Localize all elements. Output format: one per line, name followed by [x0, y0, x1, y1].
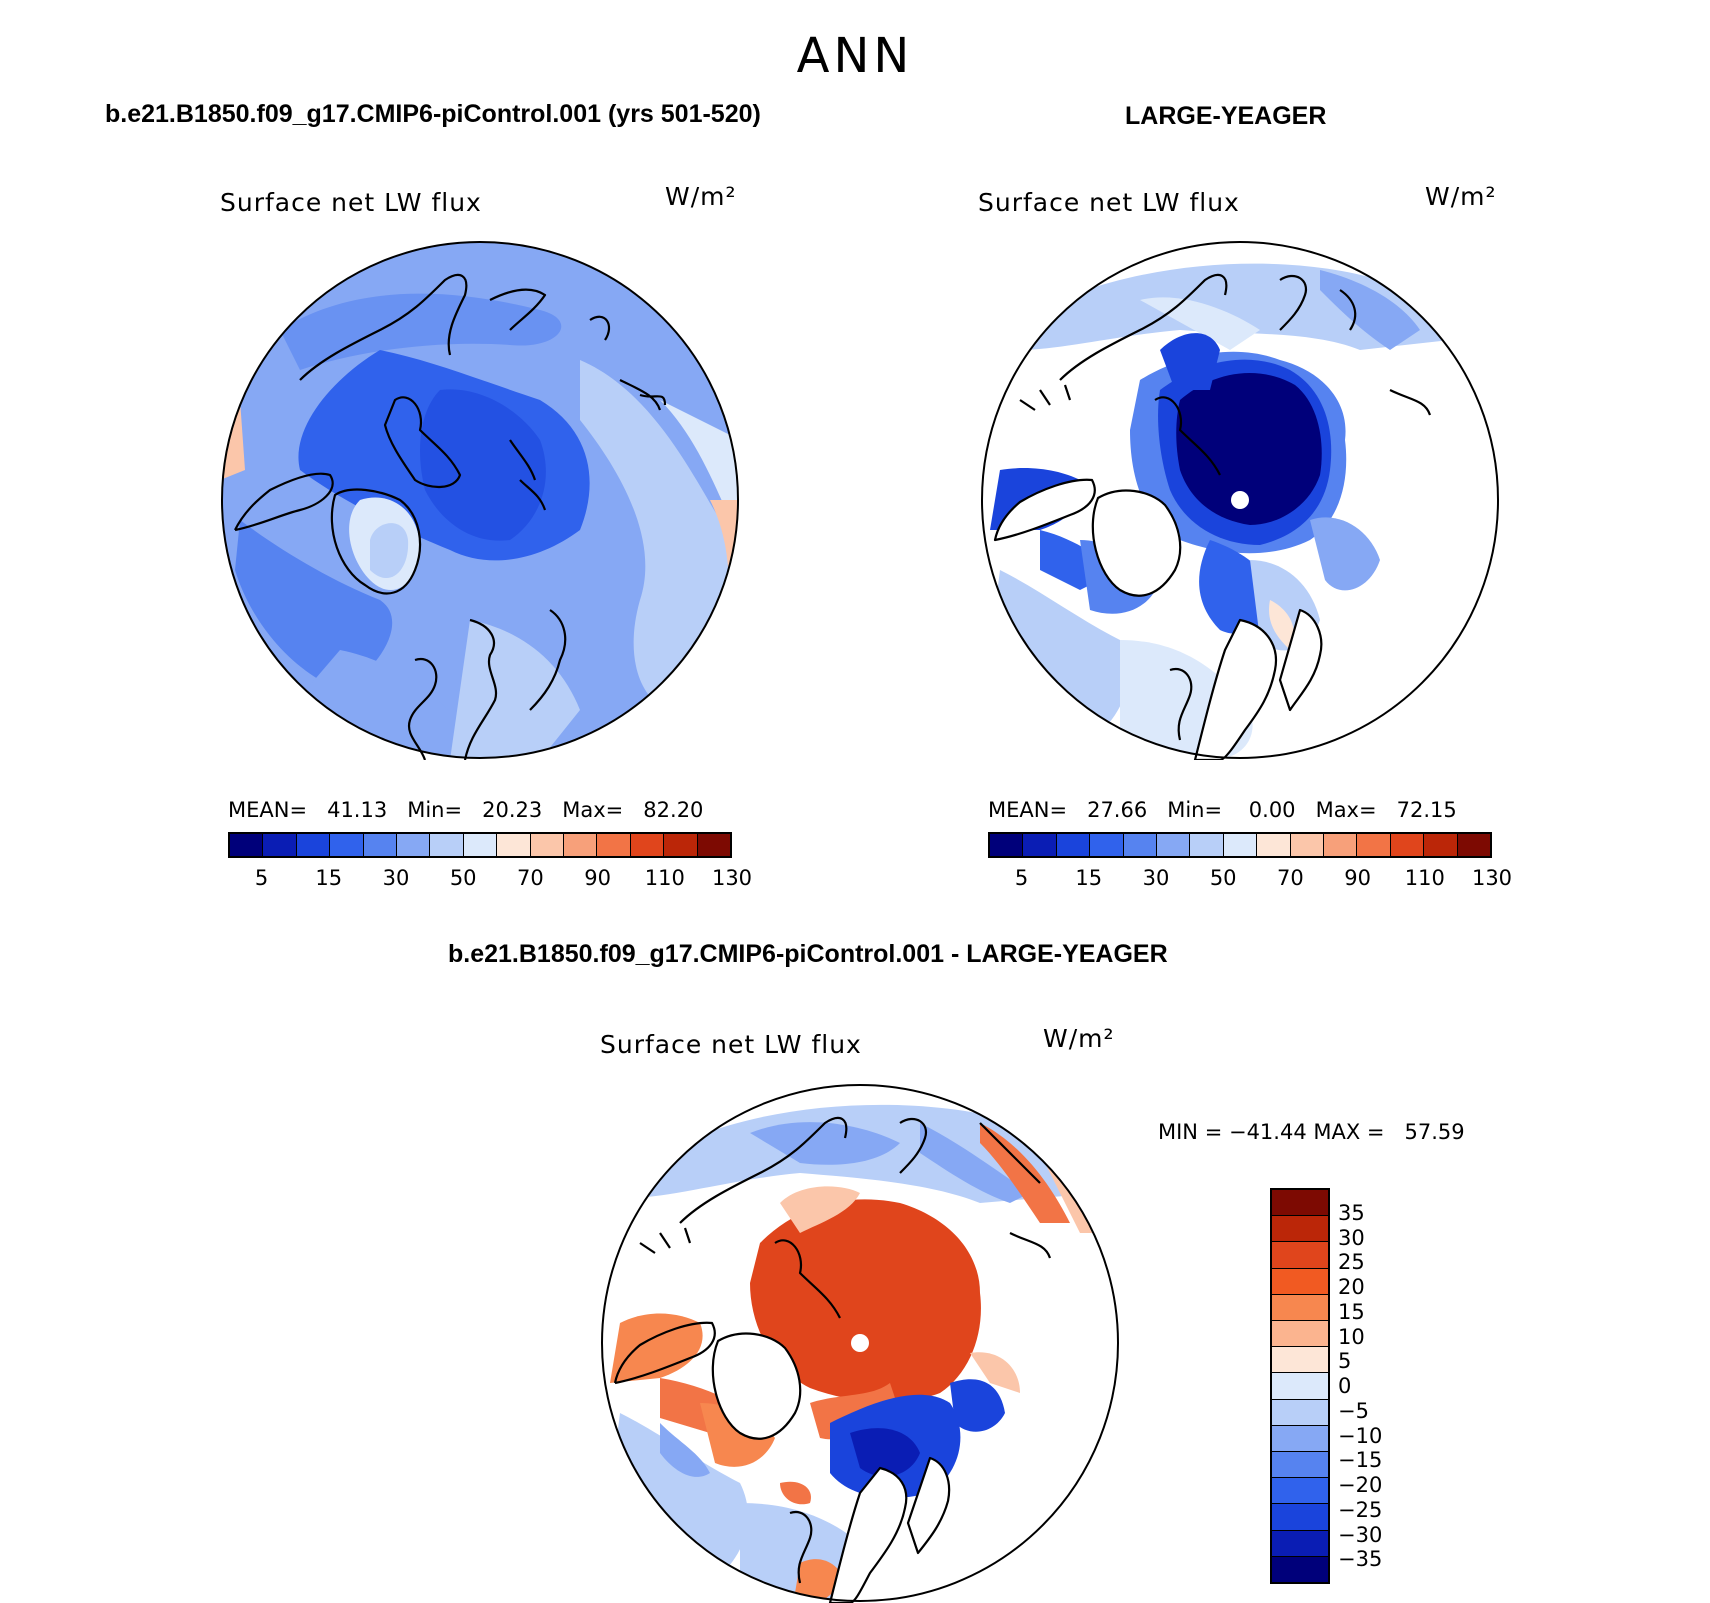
colorbar-swatch	[1190, 834, 1224, 856]
colorbar-tick-label: 15	[1075, 866, 1103, 890]
colorbar-swatch	[1272, 1478, 1328, 1505]
colorbar-swatch	[1090, 834, 1124, 856]
colorbar-swatch	[1272, 1242, 1328, 1269]
colorbar-swatch	[697, 834, 731, 856]
panel-3-variable-label: Surface net LW flux	[600, 1030, 862, 1059]
panel-1-polar-map	[221, 241, 739, 760]
colorbar-swatch	[1457, 834, 1491, 856]
colorbar-tick-label: 30	[382, 866, 410, 890]
colorbar-swatch	[1056, 834, 1091, 856]
colorbar-tick-label: 5	[1338, 1349, 1352, 1374]
colorbar-swatch	[630, 834, 665, 856]
colorbar-swatch	[1272, 1216, 1328, 1243]
colorbar-swatch	[1272, 1504, 1328, 1531]
colorbar-swatch	[1272, 1347, 1328, 1374]
panel-2-colorbar	[988, 832, 1492, 858]
colorbar-tick-label: −10	[1338, 1423, 1383, 1448]
page-title: ANN	[796, 28, 914, 84]
panel-3-units-label: W/m²	[1043, 1024, 1115, 1053]
colorbar-tick-label: 10	[1338, 1324, 1365, 1349]
colorbar-swatch	[597, 834, 631, 856]
colorbar-swatch	[1324, 834, 1358, 856]
colorbar-swatch	[1272, 1321, 1328, 1348]
panel-1-variable-label: Surface net LW flux	[220, 188, 482, 217]
colorbar-swatch	[1272, 1556, 1328, 1583]
colorbar-tick-label: −25	[1338, 1497, 1383, 1522]
colorbar-swatch	[1272, 1190, 1328, 1217]
colorbar-swatch	[1272, 1452, 1328, 1479]
panel-3-colorbar-ticks: 35 30 25 20 15 10 5 0 −5 −10 −15 −20 −25 −30 −35	[1338, 1188, 1418, 1584]
colorbar-tick-label: −35	[1338, 1547, 1383, 1572]
colorbar-tick-label: −30	[1338, 1522, 1383, 1547]
colorbar-swatch	[1272, 1373, 1328, 1400]
colorbar-tick-label: 30	[1338, 1225, 1365, 1250]
panel-2-units-label: W/m²	[1425, 182, 1497, 211]
colorbar-tick-label: 0	[1338, 1374, 1352, 1398]
panel-2-case-title: LARGE-YEAGER	[1125, 102, 1327, 130]
colorbar-swatch	[1157, 834, 1191, 856]
colorbar-tick-label: 5	[1014, 866, 1029, 890]
colorbar-swatch	[296, 834, 331, 856]
colorbar-tick-label: −15	[1338, 1448, 1383, 1473]
panel-2-colorbar-ticks: 5 15 30 50 70 90 110 130	[988, 866, 1512, 892]
colorbar-tick-label: 70	[517, 866, 544, 890]
colorbar-tick-label: 130	[711, 866, 753, 890]
colorbar-swatch	[1357, 834, 1391, 856]
colorbar-swatch	[564, 834, 598, 856]
colorbar-swatch	[1257, 834, 1291, 856]
colorbar-tick-label: 90	[584, 866, 611, 890]
colorbar-swatch	[363, 834, 398, 856]
colorbar-tick-label: 110	[1404, 866, 1445, 890]
colorbar-swatch	[1123, 834, 1158, 856]
panel-3-colorbar	[1270, 1188, 1330, 1584]
colorbar-tick-label: 70	[1277, 866, 1304, 890]
panel-1-stats: MEAN= 41.13 Min= 20.23 Max= 82.20	[228, 798, 704, 822]
colorbar-swatch	[990, 834, 1024, 856]
panel-2-polar-map	[981, 241, 1499, 760]
colorbar-swatch	[1424, 834, 1458, 856]
colorbar-swatch	[1272, 1399, 1328, 1426]
colorbar-swatch	[1390, 834, 1425, 856]
colorbar-swatch	[230, 834, 264, 856]
colorbar-tick-label: 50	[449, 866, 477, 890]
panel-1-colorbar	[228, 832, 732, 858]
colorbar-swatch	[497, 834, 531, 856]
colorbar-tick-label: 130	[1471, 866, 1513, 890]
colorbar-tick-label: 15	[1338, 1299, 1365, 1324]
panel-3-polar-map	[601, 1084, 1119, 1603]
colorbar-swatch	[530, 834, 565, 856]
colorbar-tick-label: 110	[644, 866, 685, 890]
colorbar-swatch	[1272, 1530, 1328, 1557]
colorbar-tick-label: 25	[1338, 1250, 1365, 1275]
panel-1-colorbar-ticks: 5 15 30 50 70 90 110 130	[228, 866, 752, 892]
panel-2-stats: MEAN= 27.66 Min= 0.00 Max= 72.15	[988, 798, 1457, 822]
colorbar-swatch	[330, 834, 364, 856]
panel-1-units-label: W/m²	[665, 182, 737, 211]
colorbar-tick-label: −5	[1338, 1398, 1369, 1423]
colorbar-tick-label: 50	[1209, 866, 1237, 890]
colorbar-swatch	[1290, 834, 1325, 856]
colorbar-swatch	[1223, 834, 1258, 856]
colorbar-tick-label: 20	[1338, 1275, 1365, 1299]
panel-2-variable-label: Surface net LW flux	[978, 188, 1240, 217]
colorbar-tick-label: 5	[254, 866, 269, 890]
colorbar-tick-label: −20	[1338, 1473, 1383, 1497]
panel-1-case-title: b.e21.B1850.f09_g17.CMIP6-piControl.001 …	[105, 100, 761, 128]
colorbar-swatch	[1272, 1268, 1328, 1295]
colorbar-swatch	[1272, 1425, 1328, 1453]
colorbar-tick-label: 35	[1338, 1200, 1365, 1225]
colorbar-swatch	[430, 834, 464, 856]
colorbar-tick-label: 30	[1142, 866, 1170, 890]
colorbar-swatch	[664, 834, 698, 856]
panel-3-stats: MIN = −41.44 MAX = 57.59	[1158, 1120, 1465, 1144]
colorbar-swatch	[397, 834, 431, 856]
colorbar-swatch	[1272, 1294, 1328, 1322]
colorbar-tick-label: 90	[1344, 866, 1371, 890]
colorbar-tick-label: 15	[315, 866, 343, 890]
colorbar-swatch	[263, 834, 297, 856]
colorbar-swatch	[463, 834, 498, 856]
colorbar-swatch	[1023, 834, 1057, 856]
panel-3-case-title: b.e21.B1850.f09_g17.CMIP6-piControl.001 …	[448, 940, 1168, 968]
